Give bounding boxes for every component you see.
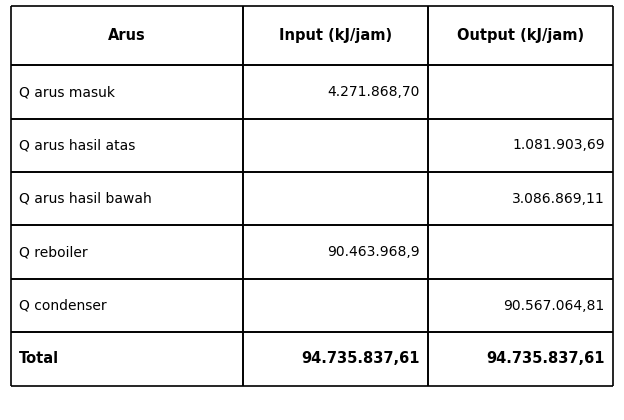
- Bar: [11, 119, 243, 172]
- Text: Q condenser: Q condenser: [19, 299, 107, 312]
- Bar: [428, 226, 613, 279]
- Text: Total: Total: [19, 352, 59, 366]
- Bar: [11, 332, 243, 386]
- Bar: [243, 66, 428, 119]
- Bar: [428, 279, 613, 332]
- Bar: [243, 332, 428, 386]
- Text: Q arus masuk: Q arus masuk: [19, 85, 115, 99]
- Bar: [428, 172, 613, 226]
- Text: 1.081.903,69: 1.081.903,69: [512, 139, 605, 152]
- Bar: [11, 6, 243, 66]
- Bar: [243, 119, 428, 172]
- Text: 94.735.837,61: 94.735.837,61: [301, 352, 420, 366]
- Text: 94.735.837,61: 94.735.837,61: [486, 352, 605, 366]
- Text: Q reboiler: Q reboiler: [19, 245, 88, 259]
- Bar: [11, 226, 243, 279]
- Bar: [243, 6, 428, 66]
- Bar: [428, 119, 613, 172]
- Bar: [428, 332, 613, 386]
- Text: Q arus hasil bawah: Q arus hasil bawah: [19, 192, 152, 206]
- Bar: [428, 66, 613, 119]
- Text: 90.463.968,9: 90.463.968,9: [328, 245, 420, 259]
- Bar: [11, 172, 243, 226]
- Bar: [428, 6, 613, 66]
- Text: Output (kJ/jam): Output (kJ/jam): [457, 28, 584, 43]
- Text: Q arus hasil atas: Q arus hasil atas: [19, 139, 135, 152]
- Text: 3.086.869,11: 3.086.869,11: [512, 192, 605, 206]
- Bar: [11, 66, 243, 119]
- Text: Input (kJ/jam): Input (kJ/jam): [279, 28, 392, 43]
- Text: 4.271.868,70: 4.271.868,70: [328, 85, 420, 99]
- Text: 90.567.064,81: 90.567.064,81: [504, 299, 605, 312]
- Text: Arus: Arus: [108, 28, 146, 43]
- Bar: [11, 279, 243, 332]
- Bar: [243, 226, 428, 279]
- Bar: [243, 172, 428, 226]
- Bar: [243, 279, 428, 332]
